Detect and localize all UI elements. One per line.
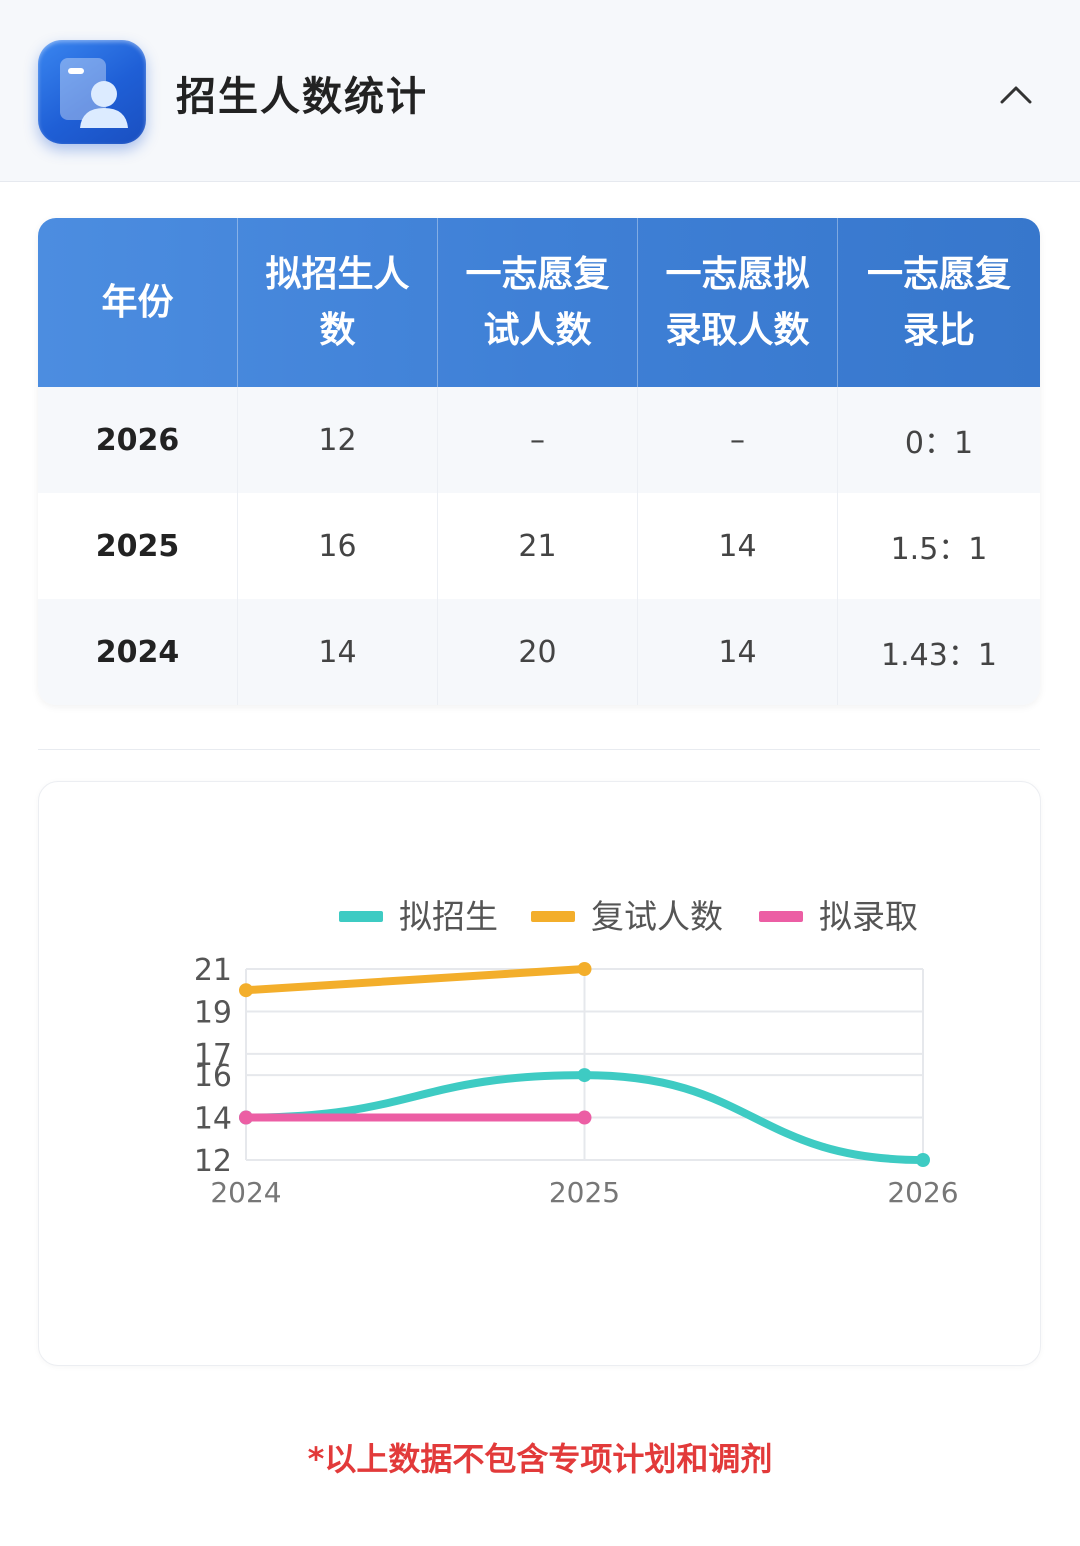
- data-point: [577, 1110, 592, 1125]
- table-cell: 2024: [38, 599, 238, 705]
- collapse-button[interactable]: [996, 74, 1036, 110]
- table-cell: 12: [238, 387, 438, 493]
- table-cell: 16: [238, 493, 438, 599]
- table-cell: 2025: [38, 493, 238, 599]
- table-cell: 14: [638, 493, 838, 599]
- footnote: *以上数据不包含专项计划和调剂: [307, 1440, 773, 1478]
- y-tick-label: 19: [194, 995, 232, 1030]
- legend-swatch: [339, 911, 383, 922]
- table-row: 2025 16 21 14 1.5：1: [38, 493, 1040, 599]
- y-tick-label: 21: [194, 953, 232, 988]
- page-title: 招生人数统计: [176, 74, 428, 120]
- table-cell: –: [638, 387, 838, 493]
- legend-swatch: [531, 911, 575, 922]
- y-tick-label: 16: [194, 1059, 232, 1094]
- data-point: [916, 1153, 930, 1167]
- column-header-year: 年份: [38, 218, 238, 387]
- legend-label: 拟招生: [399, 897, 498, 936]
- data-point: [577, 962, 592, 976]
- x-tick-label: 2024: [210, 1176, 281, 1209]
- table-cell: 14: [638, 599, 838, 705]
- column-header-ratio: 一志愿复录比: [866, 253, 1011, 351]
- column-header-retest-count: 一志愿复试人数: [438, 218, 638, 387]
- series-line: [242, 965, 589, 995]
- data-point: [239, 1110, 253, 1125]
- x-tick-label: 2025: [549, 1176, 620, 1209]
- table-row: 2026 12 – – 0：1: [38, 387, 1040, 493]
- table-cell: 1.43：1: [881, 638, 997, 673]
- legend-swatch: [759, 911, 803, 922]
- column-header-planned-enrollment: 拟招生人数: [238, 218, 438, 387]
- chart-card: 12 14 16 17 19 21 2024 2025 2026 拟招生 复试人数 拟录取: [38, 781, 1041, 1366]
- section-divider: [38, 749, 1040, 750]
- table-row: 2024 14 20 14 1.43：1: [38, 599, 1040, 705]
- student-id-card-icon: [38, 40, 146, 144]
- table-cell: 20: [438, 599, 638, 705]
- enrollment-table: 年份 拟招生人数 一志愿复试人数 一志愿拟录取人数 一志愿复录比 2026 12…: [38, 218, 1040, 705]
- y-tick-label: 17: [194, 1038, 232, 1073]
- table-cell: 21: [438, 493, 638, 599]
- y-tick-label: 12: [194, 1144, 232, 1179]
- column-header-admitted-count: 一志愿拟录取人数: [638, 218, 838, 387]
- data-point: [239, 983, 253, 998]
- legend-label: 拟录取: [819, 897, 918, 936]
- y-tick-label: 14: [194, 1102, 232, 1137]
- table-cell: 2026: [38, 387, 238, 493]
- legend-label: 复试人数: [591, 897, 723, 936]
- header: 招生人数统计: [0, 0, 1080, 182]
- table-cell: 1.5：1: [890, 532, 988, 567]
- table-cell: 14: [238, 599, 438, 705]
- x-tick-label: 2026: [887, 1176, 958, 1209]
- table-header: 年份 拟招生人数 一志愿复试人数 一志愿拟录取人数 一志愿复录比: [38, 218, 1040, 387]
- table-cell: 0：1: [904, 426, 974, 461]
- table-cell: –: [438, 387, 638, 493]
- chevron-up-icon: [1000, 86, 1032, 104]
- data-point: [577, 1068, 592, 1083]
